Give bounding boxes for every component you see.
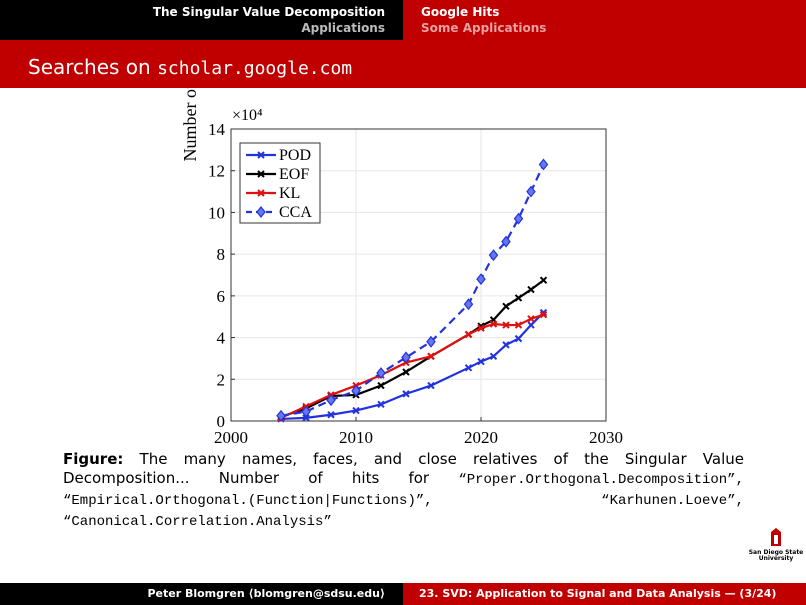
legend-marker [256, 206, 266, 218]
marker [401, 351, 411, 364]
legend-marker [257, 189, 265, 197]
caption-term: “Karhunen.Loeve”, [601, 493, 744, 509]
header-left: The Singular Value Decomposition Applica… [0, 0, 403, 40]
marker [477, 357, 485, 366]
marker [302, 414, 310, 422]
marker [513, 212, 524, 225]
marker [502, 321, 510, 329]
marker [427, 381, 435, 390]
marker [527, 285, 535, 294]
footer-left: Peter Blomgren ⟨blomgren@sdsu.edu⟩ [0, 583, 403, 605]
legend-label: CCA [279, 204, 312, 221]
logo-line2: University [758, 555, 794, 562]
marker [327, 411, 335, 419]
marker [502, 341, 510, 349]
caption-terms: “Proper.Orthogonal.Decomposition”, “Empi… [63, 469, 744, 530]
marker [501, 235, 511, 248]
marker [514, 334, 523, 343]
y-tick-label: 12 [208, 162, 225, 181]
marker [488, 249, 499, 262]
y-multiplier: ×10⁴ [232, 107, 263, 124]
x-tick-label: 2020 [464, 428, 498, 447]
legend: POD EOF KL CCA [239, 142, 321, 224]
header-right: Google Hits Some Applications [403, 0, 806, 40]
caption-term: “Empirical.Orthogonal.(Function|Function… [63, 493, 433, 509]
legend-marker [257, 151, 265, 159]
legend-label: KL [279, 185, 300, 202]
y-axis-label: Number of Hits [180, 88, 200, 161]
marker [426, 335, 436, 348]
title-text: Searches on [28, 55, 158, 79]
marker [326, 394, 336, 407]
section-title: The Singular Value Decomposition [152, 5, 385, 19]
marker [377, 381, 385, 390]
marker [427, 352, 435, 361]
legend-marker [257, 170, 265, 178]
marker [377, 400, 385, 409]
caption: Figure: The many names, faces, and close… [63, 450, 744, 532]
logo: San Diego State University [748, 528, 804, 562]
logo-icon [771, 528, 781, 546]
y-tick-label: 6 [217, 287, 226, 306]
y-tick-label: 0 [217, 412, 226, 431]
marker [351, 384, 361, 397]
marker [464, 364, 473, 372]
caption-text: The many names, faces, and close relativ… [63, 450, 744, 487]
legend-label: EOF [279, 166, 309, 183]
x-tick-label: 2010 [339, 428, 373, 447]
y-tick-label: 8 [217, 245, 226, 264]
x-tick-label: 2000 [214, 428, 248, 447]
section-subtitle: Applications [301, 21, 385, 35]
marker [526, 185, 536, 198]
marker [477, 324, 485, 332]
subsection-title: Google Hits [421, 5, 500, 19]
marker [463, 298, 474, 311]
marker [402, 390, 410, 398]
marker [538, 158, 549, 171]
marker [527, 315, 535, 323]
series-line [280, 313, 544, 419]
marker [514, 321, 523, 329]
frame-title: Searches on scholar.google.com [0, 40, 806, 88]
subsection-subtitle: Some Applications [421, 21, 547, 35]
footer-right: 23. SVD: Application to Signal and Data … [403, 583, 806, 605]
caption-term: “Proper.Orthogonal.Decomposition”, [458, 472, 744, 488]
marker [402, 368, 410, 376]
legend-box [239, 142, 321, 224]
plot-frame [230, 128, 607, 422]
caption-label: Figure: [63, 450, 124, 468]
logo-line1: San Diego State [748, 549, 804, 556]
y-tick-label: 4 [217, 329, 226, 348]
marker [464, 330, 473, 339]
marker [539, 276, 548, 284]
title-code: scholar.google.com [157, 58, 353, 79]
y-tick-label: 14 [208, 120, 226, 139]
caption-term: “Canonical.Correlation.Analysis” [63, 514, 332, 530]
marker [502, 302, 510, 310]
y-tick-label: 2 [217, 370, 226, 389]
legend-label: POD [279, 147, 311, 164]
chart: Number of Hits ×10⁴ 0 2 4 6 8 10 12 14 2000 2010 2… [180, 88, 623, 447]
marker [352, 406, 360, 415]
marker [476, 273, 486, 286]
marker [489, 320, 498, 328]
marker [489, 352, 498, 361]
marker [301, 405, 311, 418]
x-tick-label: 2030 [589, 428, 623, 447]
series-line [280, 163, 545, 417]
marker [539, 310, 548, 319]
y-tick-label: 10 [208, 203, 225, 222]
marker [376, 367, 386, 379]
marker [527, 321, 535, 329]
marker [514, 294, 523, 302]
marker [276, 409, 286, 422]
